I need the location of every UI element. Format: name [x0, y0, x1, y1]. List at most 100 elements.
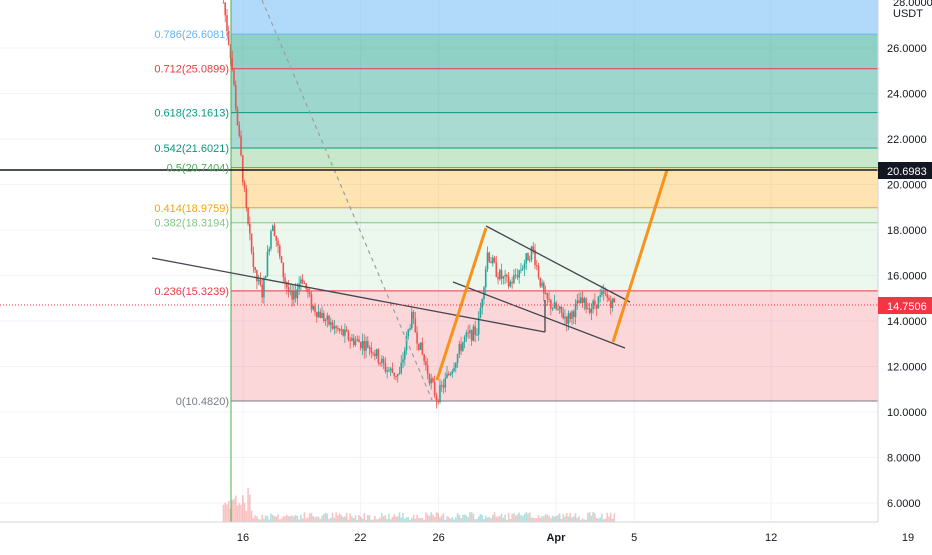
- volume-bar: [601, 513, 603, 522]
- volume-bar: [572, 516, 575, 522]
- volume-bar: [604, 518, 607, 522]
- volume-bar: [287, 516, 290, 522]
- candle-body: [347, 331, 350, 340]
- volume-bar: [500, 513, 503, 522]
- volume-bar: [289, 516, 292, 522]
- candle-body: [256, 270, 258, 282]
- candle-body: [414, 318, 417, 333]
- fib-label-6: 0.618(23.1613): [154, 108, 229, 120]
- volume-bar: [264, 515, 267, 522]
- candle-body: [375, 349, 378, 357]
- candle-body: [611, 298, 614, 308]
- candle-body: [268, 248, 271, 252]
- volume-bar: [590, 515, 593, 522]
- fib-zone-0: [231, 290, 878, 402]
- volume-bar: [340, 515, 343, 522]
- volume-bar: [602, 519, 605, 522]
- candle-body: [293, 290, 295, 300]
- candle-body: [601, 291, 603, 295]
- volume-bar: [592, 512, 594, 522]
- candle-body: [426, 365, 429, 375]
- volume-bar: [432, 514, 434, 522]
- volume-bar: [238, 503, 241, 522]
- volume-bar: [300, 514, 302, 522]
- volume-bar: [456, 513, 459, 522]
- price-tick-label: 26.0000: [887, 43, 927, 55]
- candle-body: [234, 84, 237, 109]
- candle-body: [557, 309, 559, 311]
- candle-body: [447, 373, 450, 375]
- volume-bar: [249, 494, 251, 522]
- fib-label-3: 0.414(18.9759): [154, 203, 229, 215]
- candle-body: [458, 343, 461, 355]
- candle-body: [275, 235, 278, 241]
- volume-bar: [581, 518, 584, 522]
- volume-bar: [352, 518, 355, 522]
- candle-body: [592, 300, 594, 309]
- volume-bar: [444, 519, 447, 522]
- volume-bar: [514, 515, 517, 522]
- candle-body: [535, 265, 538, 267]
- price-tick-label: 24.0000: [887, 89, 927, 101]
- candle-body: [479, 307, 482, 318]
- volume-bar: [351, 516, 353, 522]
- volume-bar: [525, 512, 528, 522]
- volume-bar: [446, 516, 448, 522]
- volume-bar: [425, 512, 427, 522]
- volume-bar: [293, 516, 295, 522]
- candle-body: [453, 367, 455, 372]
- candle-body: [437, 401, 440, 403]
- volume-bar: [534, 518, 536, 522]
- volume-bar: [266, 516, 269, 522]
- candle-body: [312, 305, 315, 310]
- volume-bar: [328, 518, 330, 522]
- candle-body: [609, 300, 612, 308]
- candle-body: [509, 281, 512, 287]
- volume-bar: [368, 515, 371, 522]
- candle-body: [289, 291, 292, 293]
- volume-bar: [317, 516, 320, 522]
- volume-bar: [470, 512, 473, 522]
- time-tick-label: 22: [354, 532, 366, 544]
- candle-body: [337, 327, 339, 329]
- time-axis[interactable]: 16 22 26 Apr 5 12 19: [0, 521, 932, 550]
- volume-bar: [381, 512, 383, 522]
- candle-body: [574, 303, 577, 318]
- drawings: [151, 0, 669, 401]
- candle-body: [576, 300, 579, 304]
- volume-bar: [250, 510, 253, 522]
- candle-body: [396, 374, 399, 377]
- candle-body: [303, 283, 306, 285]
- volume-bar: [233, 498, 235, 522]
- pole-arrow: [435, 227, 488, 381]
- volume-bar: [483, 519, 485, 522]
- target-arrow: [611, 169, 669, 343]
- candle-body: [544, 293, 547, 295]
- candle-body: [455, 362, 457, 368]
- price-axis-top-clip: 28.0000: [893, 0, 932, 9]
- volume-bar: [546, 514, 549, 522]
- candle-body: [365, 341, 367, 351]
- volume-bar: [402, 513, 404, 522]
- candle-body: [502, 276, 505, 279]
- volume-bar: [405, 517, 408, 522]
- volume-bar: [335, 512, 337, 522]
- volume-bar: [263, 518, 265, 522]
- price-axis[interactable]: 28.0000 USDT 26.0000 24.0000 22.0000 20.000…: [877, 0, 932, 522]
- volume-bar: [449, 518, 452, 522]
- volume-bar: [507, 513, 510, 522]
- volume-bar: [583, 519, 586, 522]
- fib-label-0: 0(10.4820): [176, 396, 229, 408]
- time-tick-label: Apr: [546, 532, 566, 544]
- volume-bar: [389, 519, 392, 522]
- volume-bar: [372, 519, 374, 522]
- candle-body: [527, 253, 529, 261]
- fib-zone-5: [231, 112, 878, 149]
- volume-bar: [379, 517, 381, 522]
- fib-zone-6: [231, 68, 878, 113]
- volume-bar: [252, 517, 255, 522]
- candle-body: [250, 233, 253, 253]
- candle-body: [388, 370, 390, 372]
- candle-body: [430, 378, 432, 384]
